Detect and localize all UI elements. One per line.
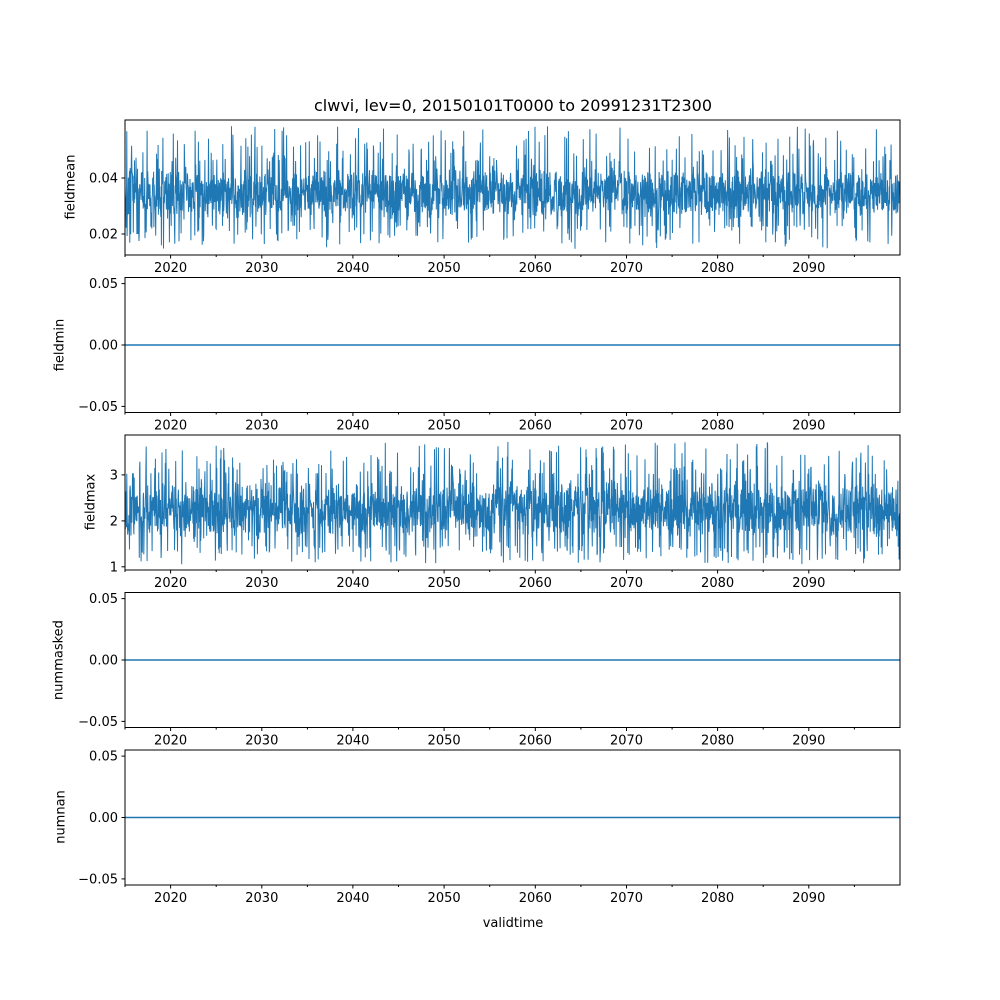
x-tick-label: 2020 — [154, 576, 187, 591]
x-tick-label: 2060 — [519, 419, 552, 434]
x-tick-label: 2020 — [154, 734, 187, 749]
y-tick-label: 0.04 — [89, 172, 118, 187]
x-tick-label: 2060 — [519, 891, 552, 906]
y-tick-label: 2 — [110, 514, 118, 529]
x-tick-label: 2040 — [336, 419, 369, 434]
ylabel-fieldmin: fieldmin — [52, 318, 68, 372]
x-axis-label: validtime — [482, 916, 544, 931]
x-tick-label: 2040 — [336, 261, 369, 276]
x-tick-label: 2090 — [792, 891, 825, 906]
x-tick-label: 2090 — [792, 261, 825, 276]
subplot-frame — [124, 119, 901, 256]
x-tick-label: 2090 — [792, 576, 825, 591]
x-tick-label: 2070 — [610, 419, 643, 434]
y-tick-label: 1 — [110, 560, 118, 575]
x-tick-label: 2050 — [428, 261, 461, 276]
x-tick-label: 2030 — [245, 419, 278, 434]
x-tick-label: 2070 — [610, 576, 643, 591]
y-tick-label: −0.05 — [78, 400, 118, 415]
x-tick-label: 2030 — [245, 576, 278, 591]
x-tick-label: 2060 — [519, 734, 552, 749]
x-tick-label: 2090 — [792, 419, 825, 434]
x-tick-label: 2070 — [610, 734, 643, 749]
x-tick-label: 2050 — [428, 419, 461, 434]
x-tick-label: 2030 — [245, 734, 278, 749]
x-tick-label: 2030 — [245, 261, 278, 276]
x-tick-label: 2040 — [336, 576, 369, 591]
x-tick-label: 2070 — [610, 891, 643, 906]
y-tick-label: 0.05 — [89, 277, 118, 292]
ylabel-fieldmean: fieldmean — [63, 154, 79, 220]
y-tick-label: −0.05 — [78, 715, 118, 730]
x-tick-label: 2050 — [428, 891, 461, 906]
ylabel-nummasked: nummasked — [51, 620, 67, 700]
y-tick-label: 0.00 — [89, 339, 118, 354]
x-tick-label: 2060 — [519, 261, 552, 276]
x-tick-label: 2050 — [428, 576, 461, 591]
x-tick-label: 2060 — [519, 576, 552, 591]
y-tick-label: 0.02 — [89, 228, 118, 243]
x-tick-label: 2050 — [428, 734, 461, 749]
y-tick-label: 0.00 — [89, 654, 118, 669]
y-tick-label: 3 — [110, 468, 118, 483]
x-tick-label: 2040 — [336, 891, 369, 906]
x-tick-label: 2020 — [154, 891, 187, 906]
ylabel-numnan: numnan — [53, 790, 69, 844]
y-tick-label: −0.05 — [78, 872, 118, 887]
series-path — [124, 126, 901, 249]
x-tick-label: 2080 — [701, 261, 734, 276]
ylabel-fieldmax: fieldmax — [83, 473, 99, 531]
chart-title: clwvi, lev=0, 20150101T0000 to 20991231T… — [313, 96, 713, 115]
y-tick-label: 0.05 — [89, 750, 118, 765]
series-path — [124, 441, 901, 565]
x-tick-label: 2070 — [610, 261, 643, 276]
subplot-frame — [124, 434, 901, 571]
x-tick-label: 2020 — [154, 419, 187, 434]
x-tick-label: 2040 — [336, 734, 369, 749]
x-tick-label: 2080 — [701, 419, 734, 434]
x-tick-label: 2080 — [701, 576, 734, 591]
x-tick-label: 2030 — [245, 891, 278, 906]
x-tick-label: 2090 — [792, 734, 825, 749]
y-tick-label: 0.00 — [89, 811, 118, 826]
x-tick-label: 2020 — [154, 261, 187, 276]
x-tick-label: 2080 — [701, 891, 734, 906]
x-tick-label: 2080 — [701, 734, 734, 749]
y-tick-label: 0.05 — [89, 592, 118, 607]
